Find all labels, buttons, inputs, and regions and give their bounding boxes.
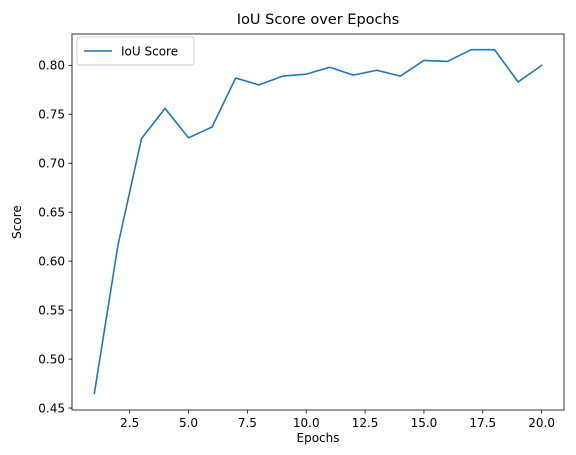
y-tick-label: 0.70	[38, 157, 65, 171]
x-tick-label: 20.0	[528, 416, 555, 430]
x-tick-label: 7.5	[238, 416, 257, 430]
y-tick-label: 0.45	[38, 401, 65, 415]
legend-label-iou-score: IoU Score	[121, 45, 178, 59]
legend: IoU Score	[76, 36, 195, 66]
y-axis-label: Score	[10, 205, 24, 239]
x-tick-label: 10.0	[293, 416, 320, 430]
x-axis-label: Epochs	[297, 431, 340, 445]
plot-area: 2.5 5.0 7.5 10.0 12.5 15.0 17.5 20.0 0.450.500.…	[38, 33, 565, 430]
series-line-iou-score	[93, 48, 543, 395]
y-tick-label: 0.55	[38, 303, 65, 317]
x-axis-ticks: 2.5 5.0 7.5 10.0 12.5 15.0 17.5 20.0	[120, 410, 555, 430]
x-tick-label: 5.0	[179, 416, 198, 430]
series-layer	[93, 48, 543, 395]
y-tick-label: 0.60	[38, 254, 65, 268]
plot-frame	[71, 33, 565, 411]
y-tick-label: 0.50	[38, 352, 65, 366]
chart-title: IoU Score over Epochs	[237, 12, 400, 28]
x-tick-label: 2.5	[120, 416, 139, 430]
x-tick-label: 12.5	[352, 416, 379, 430]
y-tick-label: 0.65	[38, 206, 65, 220]
y-tick-label: 0.75	[38, 108, 65, 122]
x-tick-label: 15.0	[411, 416, 438, 430]
y-tick-label: 0.80	[38, 59, 65, 73]
x-tick-label: 17.5	[469, 416, 496, 430]
y-axis-ticks: 0.45 0.50 0.55 0.60 0.65 0.70 0.75 0.80	[38, 59, 72, 415]
legend-box	[76, 36, 195, 66]
